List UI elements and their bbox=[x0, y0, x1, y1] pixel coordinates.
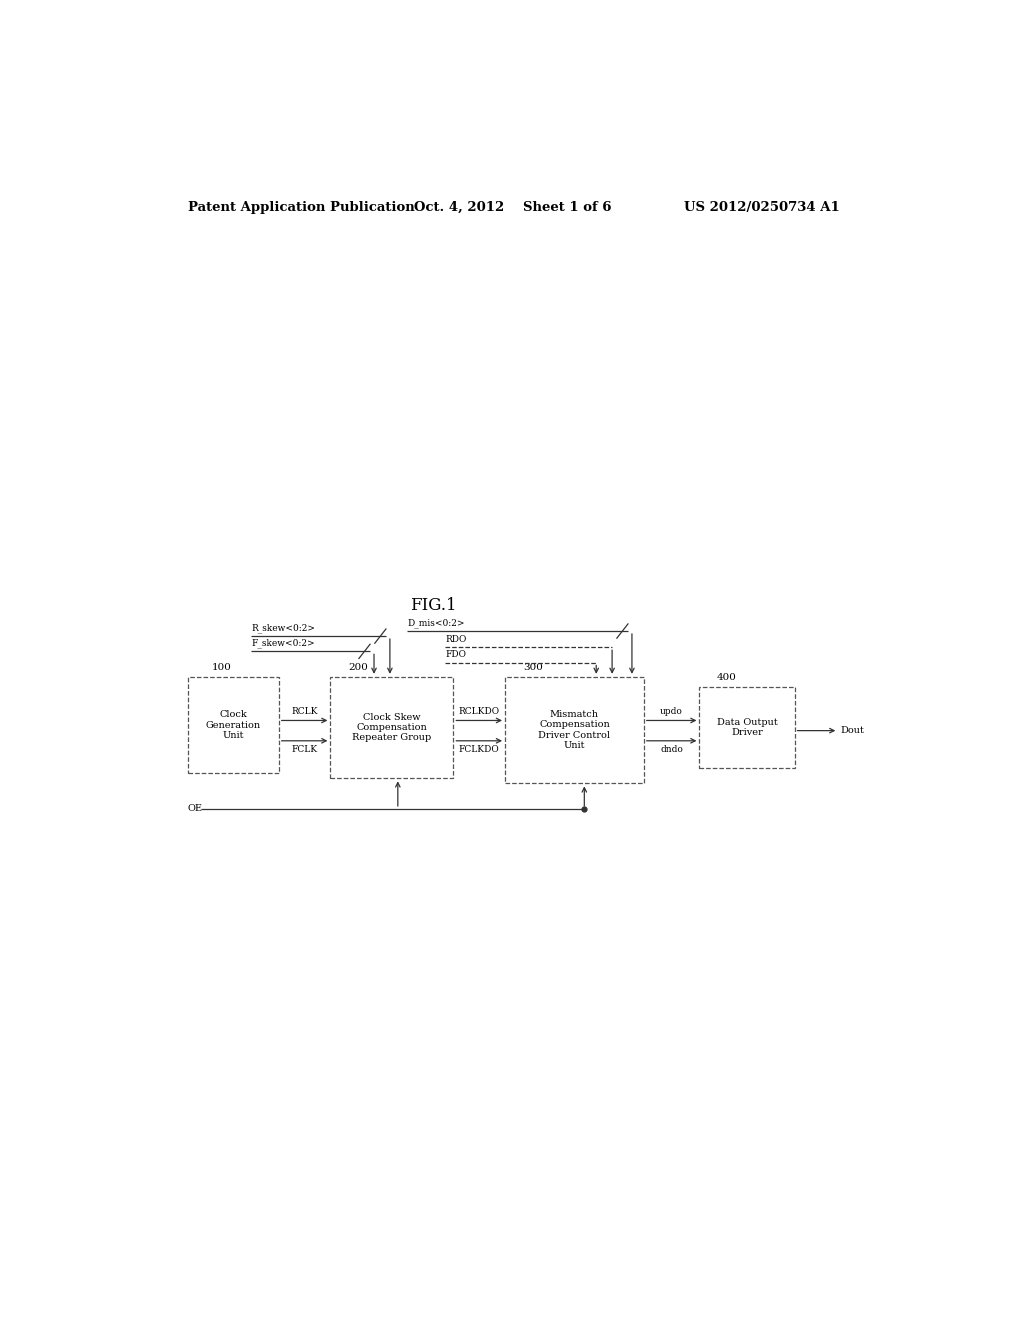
Text: RCLKDO: RCLKDO bbox=[459, 708, 500, 717]
Text: Clock
Generation
Unit: Clock Generation Unit bbox=[206, 710, 261, 741]
Text: Sheet 1 of 6: Sheet 1 of 6 bbox=[523, 201, 611, 214]
FancyBboxPatch shape bbox=[699, 686, 795, 768]
Text: Clock Skew
Compensation
Repeater Group: Clock Skew Compensation Repeater Group bbox=[352, 713, 431, 742]
Text: FIG.1: FIG.1 bbox=[411, 597, 457, 614]
Text: Dout: Dout bbox=[841, 726, 864, 735]
Text: 200: 200 bbox=[348, 663, 369, 672]
Text: D_mis<0:2>: D_mis<0:2> bbox=[408, 618, 465, 628]
Text: dndo: dndo bbox=[660, 744, 683, 754]
FancyBboxPatch shape bbox=[187, 677, 279, 774]
Text: RDO: RDO bbox=[445, 635, 467, 644]
Text: F_skew<0:2>: F_skew<0:2> bbox=[251, 639, 314, 648]
FancyBboxPatch shape bbox=[331, 677, 454, 779]
Text: Patent Application Publication: Patent Application Publication bbox=[187, 201, 415, 214]
Text: updo: updo bbox=[660, 708, 683, 717]
Text: R_skew<0:2>: R_skew<0:2> bbox=[251, 623, 315, 634]
Text: FDO: FDO bbox=[445, 651, 467, 660]
Text: RCLK: RCLK bbox=[291, 708, 317, 717]
Text: OE: OE bbox=[187, 804, 203, 813]
Text: 100: 100 bbox=[211, 663, 231, 672]
Text: US 2012/0250734 A1: US 2012/0250734 A1 bbox=[684, 201, 840, 214]
Text: 300: 300 bbox=[523, 663, 543, 672]
Text: Data Output
Driver: Data Output Driver bbox=[717, 718, 777, 738]
FancyBboxPatch shape bbox=[505, 677, 644, 784]
Text: Oct. 4, 2012: Oct. 4, 2012 bbox=[414, 201, 504, 214]
Text: FCLK: FCLK bbox=[292, 744, 317, 754]
Text: FCLKDO: FCLKDO bbox=[459, 744, 500, 754]
Text: 400: 400 bbox=[717, 673, 736, 682]
Text: Mismatch
Compensation
Driver Control
Unit: Mismatch Compensation Driver Control Uni… bbox=[539, 710, 610, 750]
